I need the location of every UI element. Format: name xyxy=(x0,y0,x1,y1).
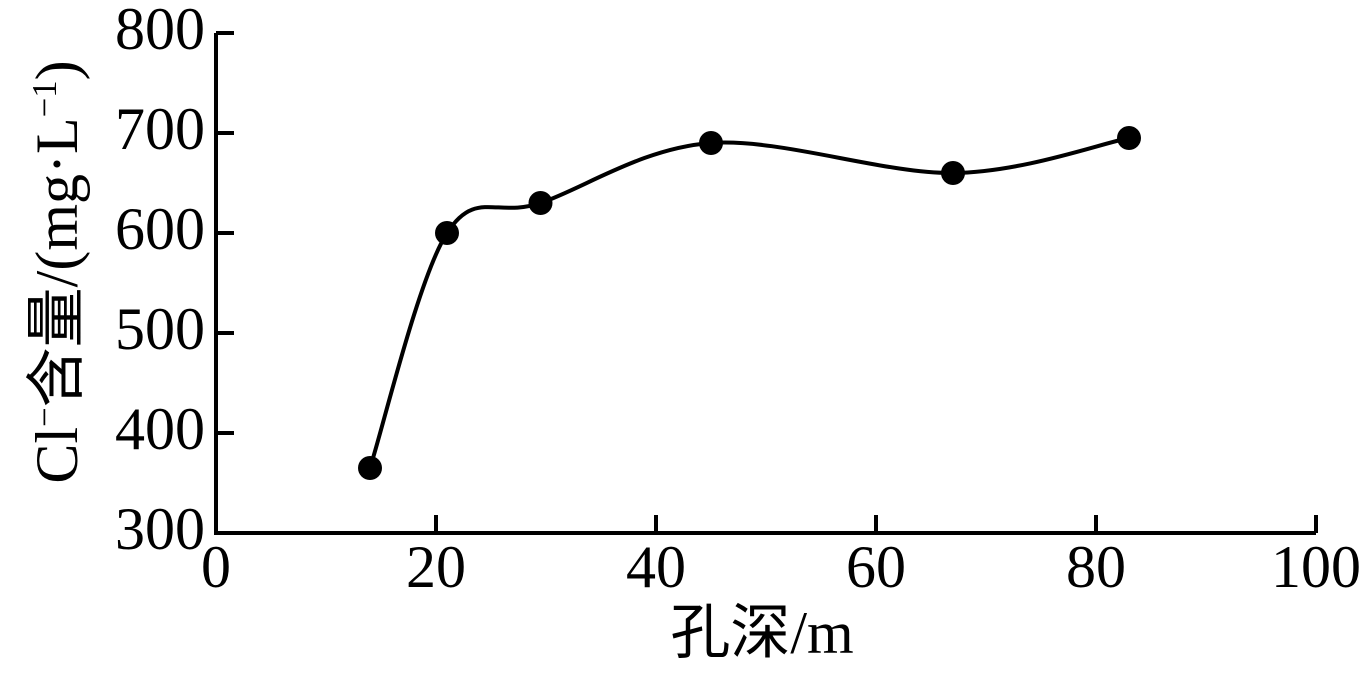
data-point xyxy=(1117,126,1141,150)
data-point xyxy=(358,456,382,480)
data-line xyxy=(368,136,1130,469)
data-point xyxy=(699,131,723,155)
x-tick-label: 100 xyxy=(1271,534,1359,600)
x-tick-label: 0 xyxy=(201,534,231,600)
y-tick-label: 800 xyxy=(115,0,205,62)
y-axis-title: Cl−含量/(mg·L−1) xyxy=(24,60,90,484)
x-tick-label: 60 xyxy=(846,534,906,600)
y-tick-label: 700 xyxy=(115,96,205,162)
axes-spines xyxy=(214,33,1316,535)
data-point xyxy=(941,161,965,185)
axis-title-superscript: −1 xyxy=(25,80,64,118)
data-point xyxy=(528,191,553,215)
data-point xyxy=(435,221,459,245)
y-tick-label: 600 xyxy=(115,196,205,262)
y-tick-label: 500 xyxy=(115,296,205,362)
axis-title-text: Cl xyxy=(24,426,90,484)
x-tick-label: 80 xyxy=(1066,534,1126,600)
axis-title-superscript: − xyxy=(25,407,64,427)
axis-title-text: 含量/(mg·L xyxy=(24,117,90,408)
y-tick-label: 400 xyxy=(115,396,205,462)
axis-title-text: ) xyxy=(24,60,90,81)
x-tick-label: 40 xyxy=(626,534,686,600)
x-tick-label: 20 xyxy=(406,534,466,600)
y-tick-label: 300 xyxy=(115,496,205,562)
x-axis-title: 孔深/m xyxy=(670,600,854,666)
